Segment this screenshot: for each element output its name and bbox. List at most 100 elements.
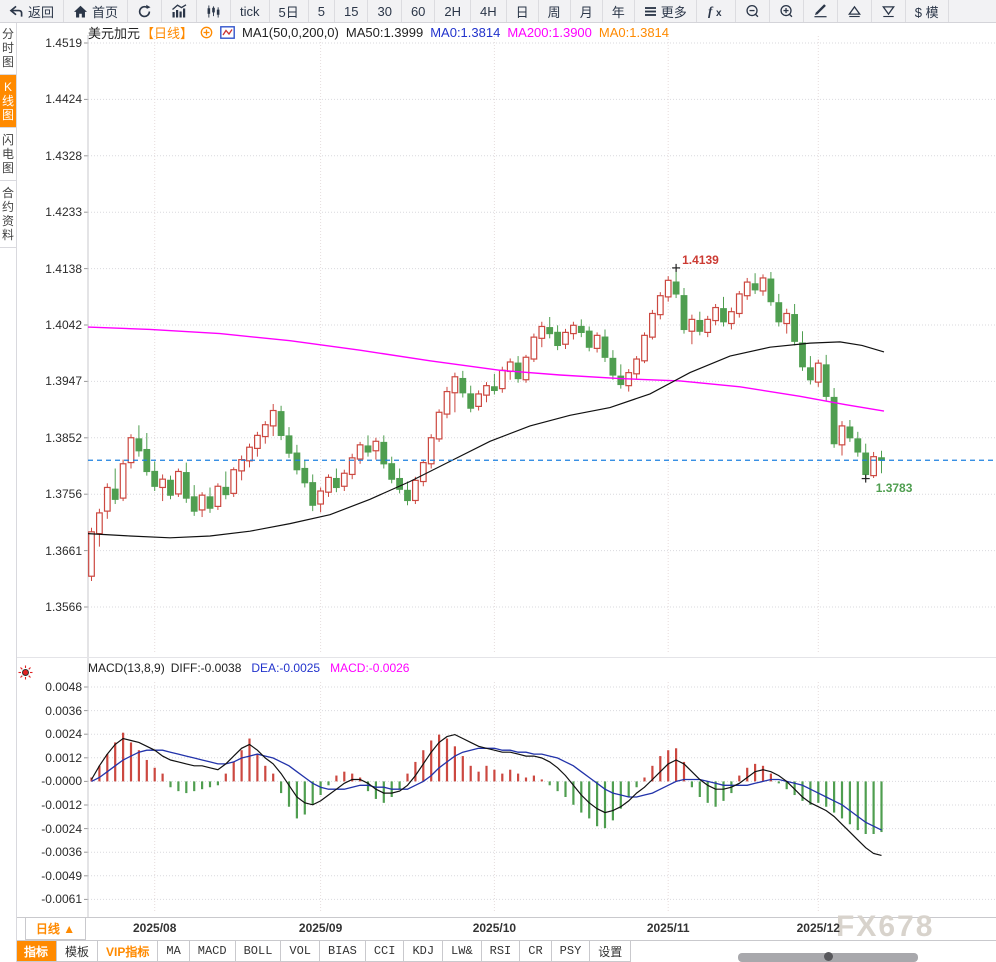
ma0-orange-label: MA0:1.3814	[598, 24, 670, 40]
diff-line	[90, 733, 882, 856]
ma200-label: MA200:1.3900	[507, 24, 592, 40]
toolbar-button-周[interactable]: 周	[539, 0, 571, 22]
back-icon	[9, 5, 24, 18]
toolbar-button-label: 5	[317, 3, 325, 19]
sidebar-item-分时图[interactable]: 分 时 图	[0, 22, 16, 75]
tab-VOL[interactable]: VOL	[281, 941, 321, 962]
toolbar-button-label: 更多	[660, 4, 687, 20]
period-selector-box[interactable]: 日线 ▲	[25, 918, 86, 940]
macd-diff-label: DIFF:-0.0038	[170, 661, 242, 675]
macd-axis-label: -0.0049	[41, 868, 82, 883]
tab-MACD[interactable]: MACD	[189, 941, 236, 962]
horizontal-scrollbar[interactable]	[738, 952, 918, 962]
macd-axis-label: 0.0048	[45, 680, 82, 694]
triangle-up-icon	[847, 5, 862, 18]
x-axis-month-label: 2025/09	[298, 921, 343, 935]
toolbar-button-日[interactable]: 日	[507, 0, 539, 22]
toolbar-button-5[interactable]: 5	[309, 0, 335, 22]
sidebar-item-合约资料[interactable]: 合 约 资 料	[0, 181, 16, 248]
toolbar-button-$模[interactable]: $ 模	[906, 0, 949, 22]
macd-axis-label: 0.0024	[45, 727, 82, 742]
toolbar-button-30[interactable]: 30	[368, 0, 402, 22]
period-tag: 【日线】	[141, 25, 194, 41]
toolbar-button-返回[interactable]: 返回	[0, 0, 65, 22]
tab-CCI[interactable]: CCI	[365, 941, 405, 962]
price-axis-label: 1.4042	[45, 318, 82, 332]
fx678-watermark: FX678	[836, 910, 935, 943]
zoom-out-icon	[745, 4, 760, 19]
pencil-icon	[813, 4, 828, 18]
price-axis-label: 1.3947	[45, 374, 82, 389]
sidebar-item-K线图[interactable]: K 线 图	[0, 75, 16, 128]
tab-LW&[interactable]: LW&	[443, 941, 482, 962]
price-axis-label: 1.4138	[45, 261, 82, 276]
tab-KDJ[interactable]: KDJ	[404, 941, 444, 962]
tab-RSI[interactable]: RSI	[481, 941, 521, 962]
toolbar-button-tick[interactable]: tick	[231, 0, 270, 22]
zoom-in-icon	[779, 4, 794, 19]
low-price-annotation: 1.3783	[875, 480, 913, 495]
tab-BIAS[interactable]: BIAS	[320, 941, 366, 962]
tab-设置[interactable]: 设置	[590, 941, 632, 962]
candles-icon	[206, 4, 221, 18]
refresh-icon	[137, 4, 152, 19]
price-axis-label: 1.4519	[45, 36, 82, 50]
toolbar-button-pencil[interactable]	[804, 0, 838, 22]
tab-指标[interactable]: 指标	[16, 941, 58, 962]
home-icon	[73, 5, 88, 18]
toolbar-button-年[interactable]: 年	[603, 0, 635, 22]
chart-title-row: 美元加元 【日线】 MA1(50,0,200,0) MA50:1.3999 MA…	[88, 23, 669, 41]
toolbar-button-refresh[interactable]	[128, 0, 163, 22]
mini-chart-icon[interactable]	[220, 25, 235, 39]
macd-name-label: MACD(13,8,9)	[88, 661, 165, 675]
scrollbar-grip[interactable]	[824, 952, 833, 961]
sidebar-item-闪电图[interactable]: 闪 电 图	[0, 128, 16, 181]
toolbar-button-月[interactable]: 月	[571, 0, 603, 22]
price-axis-label: 1.3661	[45, 543, 82, 558]
tab-BOLL[interactable]: BOLL	[235, 941, 282, 962]
ma50-label: MA50:1.3999	[345, 24, 424, 40]
trend-icon	[171, 4, 187, 18]
tab-VIP指标[interactable]: VIP指标	[98, 941, 159, 962]
ma200-line	[87, 326, 885, 412]
toolbar-button-candles[interactable]	[197, 0, 232, 22]
toolbar-button-triangle-up[interactable]	[838, 0, 872, 22]
add-indicator-icon[interactable]	[200, 26, 213, 39]
toolbar-button-label: 日	[515, 4, 529, 20]
toolbar-button-15[interactable]: 15	[335, 0, 369, 22]
tab-模板[interactable]: 模板	[57, 941, 99, 962]
more-icon	[644, 6, 657, 17]
toolbar-button-label: 年	[611, 4, 625, 20]
toolbar-button-4H[interactable]: 4H	[471, 0, 507, 22]
toolbar-button-trend[interactable]	[162, 0, 198, 22]
toolbar-button-2H[interactable]: 2H	[435, 0, 472, 22]
toolbar-button-zoom-in[interactable]	[770, 0, 804, 22]
price-axis-label: 1.4424	[45, 92, 82, 107]
ma-params-label: MA1(50,0,200,0)	[242, 24, 339, 40]
toolbar-button-label: 首页	[92, 4, 119, 20]
tab-PSY[interactable]: PSY	[551, 941, 591, 962]
toolbar-button-label: tick	[240, 3, 260, 19]
candlestick-series[interactable]	[88, 267, 885, 581]
tab-CR[interactable]: CR	[520, 941, 552, 962]
indicator-settings-sun-icon[interactable]	[18, 665, 33, 685]
toolbar-button-zoom-out[interactable]	[736, 0, 770, 22]
toolbar-button-triangle-down[interactable]	[872, 0, 906, 22]
toolbar-button-label: $ 模	[914, 4, 939, 20]
triangle-down-icon	[881, 5, 896, 18]
toolbar-button-label: 2H	[444, 3, 462, 19]
ma0-blue-label: MA0:1.3814	[430, 24, 501, 40]
toolbar-button-首页[interactable]: 首页	[64, 0, 129, 22]
toolbar-button-更多[interactable]: 更多	[635, 0, 697, 22]
toolbar-button-5日[interactable]: 5日	[270, 0, 309, 22]
price-axis-label: 1.3852	[45, 430, 82, 445]
symbol-name: 美元加元	[88, 25, 141, 41]
tab-MA[interactable]: MA	[158, 941, 190, 962]
toolbar-button-60[interactable]: 60	[402, 0, 436, 22]
toolbar-button-label: 返回	[28, 4, 55, 20]
price-axis-label: 1.3566	[45, 600, 82, 614]
